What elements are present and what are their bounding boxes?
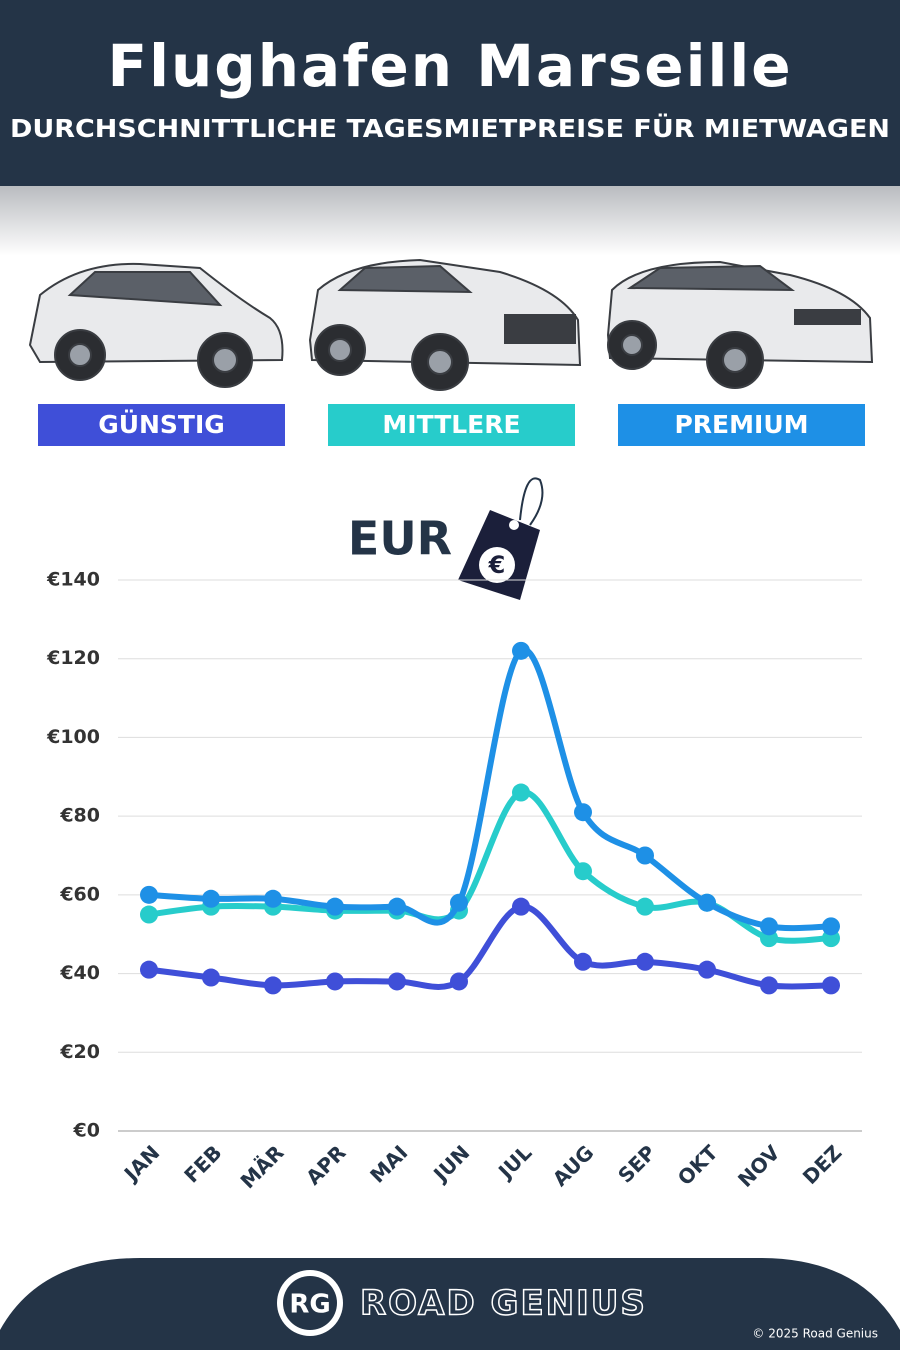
- legend-swatch: [38, 404, 285, 446]
- logo-inner: [283, 1276, 337, 1330]
- data-point: [388, 972, 406, 991]
- data-point: [760, 976, 778, 995]
- data-point: [636, 846, 654, 865]
- x-tick-label: MAI: [365, 1140, 412, 1187]
- data-point: [760, 917, 778, 936]
- legend-label: PREMIUM: [674, 410, 808, 439]
- data-point: [512, 783, 530, 802]
- data-point: [512, 897, 530, 916]
- y-tick-label: €20: [59, 1041, 100, 1063]
- data-point: [450, 893, 468, 912]
- x-tick-label: SEP: [613, 1140, 660, 1187]
- x-tick-label: JUL: [492, 1140, 536, 1184]
- x-tick-label: NOV: [733, 1140, 785, 1192]
- data-point: [202, 889, 220, 908]
- data-point: [140, 905, 158, 924]
- series-line: [146, 789, 834, 944]
- legend-swatch: [618, 404, 865, 446]
- legend-swatch: [328, 404, 575, 446]
- footer-background: [0, 1258, 900, 1350]
- brand-name: ROAD GENIUS: [360, 1284, 647, 1324]
- data-point: [264, 889, 282, 908]
- header-shadow: [0, 186, 900, 256]
- y-tick-label: €120: [46, 647, 100, 669]
- logo-text: RG: [289, 1290, 330, 1320]
- car-premium: [606, 260, 874, 389]
- data-point: [202, 968, 220, 987]
- currency-symbol: €: [488, 551, 506, 579]
- series-line: [146, 646, 834, 932]
- header-background: [0, 0, 900, 186]
- data-point: [822, 976, 840, 995]
- data-point: [140, 885, 158, 904]
- data-point: [574, 803, 592, 822]
- x-tick-label: FEB: [179, 1140, 226, 1187]
- x-tick-label: JUN: [427, 1140, 474, 1187]
- y-tick-label: €0: [73, 1120, 100, 1142]
- car-economy: [28, 262, 284, 388]
- y-tick-label: €40: [59, 962, 100, 984]
- y-tick-label: €60: [59, 883, 100, 905]
- x-tick-label: MÄR: [236, 1140, 289, 1193]
- chart-title: Flughafen Marseille: [107, 32, 792, 100]
- chart-subtitle: DURCHSCHNITTLICHE TAGESMIETPREISE FÜR MI…: [10, 113, 890, 143]
- data-point: [698, 893, 716, 912]
- legend-label: GÜNSTIG: [98, 409, 225, 439]
- legend: GÜNSTIG MITTLERE PREMIUM: [38, 404, 865, 446]
- data-point: [636, 952, 654, 971]
- x-tick-label: OKT: [673, 1140, 723, 1190]
- data-point: [140, 960, 158, 979]
- data-point: [450, 972, 468, 991]
- y-tick-label: €80: [59, 805, 100, 827]
- data-point: [388, 897, 406, 916]
- plot-area: €0 €20 €40 €60 €80 €100 €120 €140 JAN FEB MÄR APR MA…: [46, 569, 862, 1193]
- data-point: [574, 862, 592, 881]
- data-point: [326, 897, 344, 916]
- legend-label: MITTLERE: [382, 410, 520, 439]
- data-point: [264, 976, 282, 995]
- data-point: [326, 972, 344, 991]
- data-point: [512, 641, 530, 660]
- data-point: [636, 897, 654, 916]
- series-line: [146, 903, 834, 990]
- x-tick-label: JAN: [118, 1140, 164, 1186]
- y-tick-label: €100: [46, 726, 100, 748]
- copyright: © 2025 Road Genius: [752, 1327, 878, 1341]
- x-tick-label: DEZ: [798, 1140, 847, 1189]
- data-point: [822, 917, 840, 936]
- y-tick-label: €140: [46, 569, 100, 591]
- price-tag-icon: €: [458, 477, 544, 600]
- car-midsize: [308, 258, 582, 391]
- x-tick-label: AUG: [548, 1140, 599, 1191]
- y-axis-label: EUR: [348, 512, 452, 566]
- data-point: [698, 960, 716, 979]
- data-point: [574, 952, 592, 971]
- x-tick-label: APR: [301, 1140, 350, 1189]
